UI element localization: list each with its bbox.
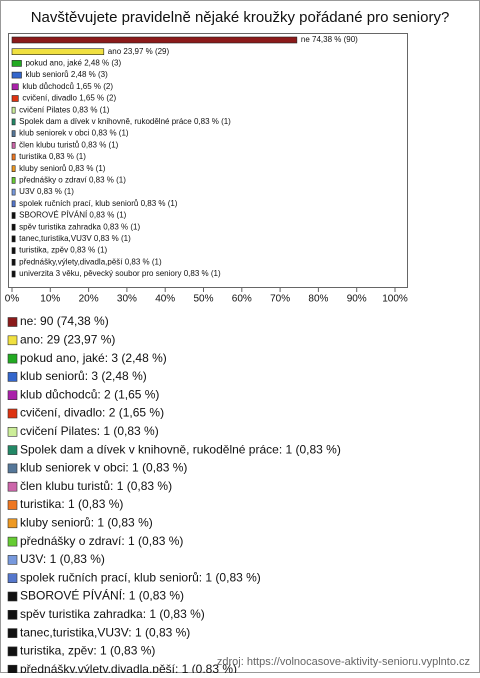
legend-label: U3V: 1 (0,83 %): [20, 552, 105, 566]
legend-swatch: [7, 536, 18, 547]
bar-label: spolek ručních prací, klub seniorů 0,83 …: [19, 199, 178, 208]
legend-swatch: [7, 628, 18, 638]
x-tick-label: 30%: [117, 294, 137, 305]
bar: [11, 235, 16, 243]
bar-label: SBOROVÉ PÍVÁNÍ 0,83 % (1): [19, 211, 126, 220]
bar: [11, 130, 16, 137]
bar-label: ne 74,38 % (90): [301, 35, 358, 44]
bar: [11, 36, 298, 44]
source: zdroj: https://volnocasove-aktivity-seni…: [217, 656, 470, 668]
x-tick-label: 0%: [5, 294, 20, 305]
bar: [11, 200, 16, 208]
legend-label: ne: 90 (74,38 %): [20, 314, 109, 328]
legend-swatch: [7, 646, 18, 657]
bar-label: klub seniorů 2,48 % (3): [25, 70, 108, 79]
x-tick-label: 80%: [308, 294, 328, 305]
bar-label: přednášky,výlety,divadla,pěší 0,83 % (1): [19, 257, 162, 266]
bar-label: Spolek dam a dívek v knihovně, rukodělné…: [19, 117, 231, 126]
legend-label: ano: 29 (23,97 %): [20, 332, 115, 346]
legend-label: turistika, zpěv: 1 (0,83 %): [20, 644, 155, 658]
legend-label: Spolek dam a dívek v knihovně, rukodělné…: [20, 442, 341, 456]
bar: [11, 48, 105, 56]
bar-label: kluby seniorů 0,83 % (1): [19, 164, 106, 173]
legend-label: člen klubu turistů: 1 (0,83 %): [20, 479, 172, 493]
bar: [11, 71, 22, 79]
legend-label: klub seniorek v obci: 1 (0,83 %): [20, 461, 187, 475]
x-tick-label: 100%: [382, 294, 408, 305]
bar-label: univerzita 3 věku, pěvecký soubor pro se…: [19, 269, 221, 278]
bar: [11, 177, 16, 184]
legend-swatch: [7, 426, 18, 437]
bar: [11, 247, 16, 254]
x-tick-label: 90%: [347, 294, 367, 305]
legend-swatch: [7, 463, 18, 474]
legend-label: SBOROVÉ PÍVÁNÍ: 1 (0,83 %): [20, 588, 184, 603]
legend-label: pokud ano, jaké: 3 (2,48 %): [20, 351, 167, 365]
legend-swatch: [7, 591, 18, 602]
x-tick-label: 70%: [270, 294, 290, 305]
legend-swatch: [7, 372, 18, 382]
legend-label: cvičení, divadlo: 2 (1,65 %): [20, 406, 164, 420]
x-tick-label: 10%: [40, 294, 60, 305]
legend-label: cvičení Pilates: 1 (0,83 %): [20, 424, 159, 438]
legend-label: turistika: 1 (0,83 %): [20, 497, 123, 511]
bar-label: pokud ano, jaké 2,48 % (3): [25, 59, 121, 68]
bar-label: spěv turistika zahradka 0,83 % (1): [19, 222, 140, 231]
bar-label: přednášky o zdraví 0,83 % (1): [19, 176, 126, 185]
bar-label: turistika 0,83 % (1): [19, 152, 86, 161]
plot-area: [8, 33, 408, 288]
x-tick-label: 50%: [193, 294, 213, 305]
legend-swatch: [7, 500, 18, 510]
bar-label: cvičení, divadlo 1,65 % (2): [22, 94, 116, 103]
legend-swatch: [7, 609, 18, 620]
bar: [11, 212, 16, 219]
bar-label: tanec,turistika,VU3V 0,83 % (1): [19, 234, 131, 243]
x-tick-label: 60%: [232, 294, 252, 305]
legend-label: tanec,turistika,VU3V: 1 (0,83 %): [20, 625, 190, 639]
bar: [11, 106, 16, 114]
legend-label: spolek ručních prací, klub seniorů: 1 (0…: [20, 570, 261, 584]
bar: [11, 118, 16, 126]
x-tick-label: 20%: [79, 294, 99, 305]
bar: [11, 188, 16, 196]
legend-swatch: [7, 408, 18, 419]
legend-swatch: [7, 317, 18, 327]
legend-label: přednášky o zdraví: 1 (0,83 %): [20, 534, 183, 548]
bar-label: ano 23,97 % (29): [108, 47, 170, 56]
bar: [11, 60, 22, 67]
x-tick-label: 40%: [155, 294, 175, 305]
legend-swatch: [7, 481, 18, 492]
bar-label: turistika, zpěv 0,83 % (1): [19, 246, 107, 255]
legend-swatch: [7, 445, 18, 455]
bar-label: člen klubu turistů 0,83 % (1): [19, 140, 118, 149]
legend-label: přednášky,výlety,divadla,pěší: 1 (0,83 %…: [20, 662, 237, 673]
legend-swatch: [7, 335, 18, 346]
bar: [11, 270, 16, 278]
legend-swatch: [7, 555, 18, 565]
bar: [11, 165, 16, 172]
legend-label: klub seniorů: 3 (2,48 %): [20, 369, 147, 383]
legend-label: klub důchodců: 2 (1,65 %): [20, 387, 159, 401]
bar-label: klub důchodců 1,65 % (2): [22, 82, 113, 91]
chart-title: Navštěvujete pravidelně nějaké kroužky p…: [31, 9, 450, 26]
bar-label: cvičení Pilates 0,83 % (1): [19, 105, 110, 114]
legend-swatch: [7, 353, 18, 364]
bar-label: klub seniorek v obci 0,83 % (1): [19, 129, 129, 138]
bar: [11, 258, 16, 266]
legend-swatch: [7, 390, 18, 401]
bar: [11, 83, 19, 91]
bar: [11, 153, 16, 161]
bar: [11, 95, 19, 102]
bar-label: U3V 0,83 % (1): [19, 187, 74, 196]
legend-label: spěv turistika zahradka: 1 (0,83 %): [20, 607, 205, 621]
legend-swatch: [7, 664, 18, 675]
bar: [11, 142, 16, 149]
legend-swatch: [7, 573, 18, 584]
legend-label: kluby seniorů: 1 (0,83 %): [20, 515, 153, 529]
bar: [11, 223, 16, 231]
legend-swatch: [7, 518, 18, 529]
